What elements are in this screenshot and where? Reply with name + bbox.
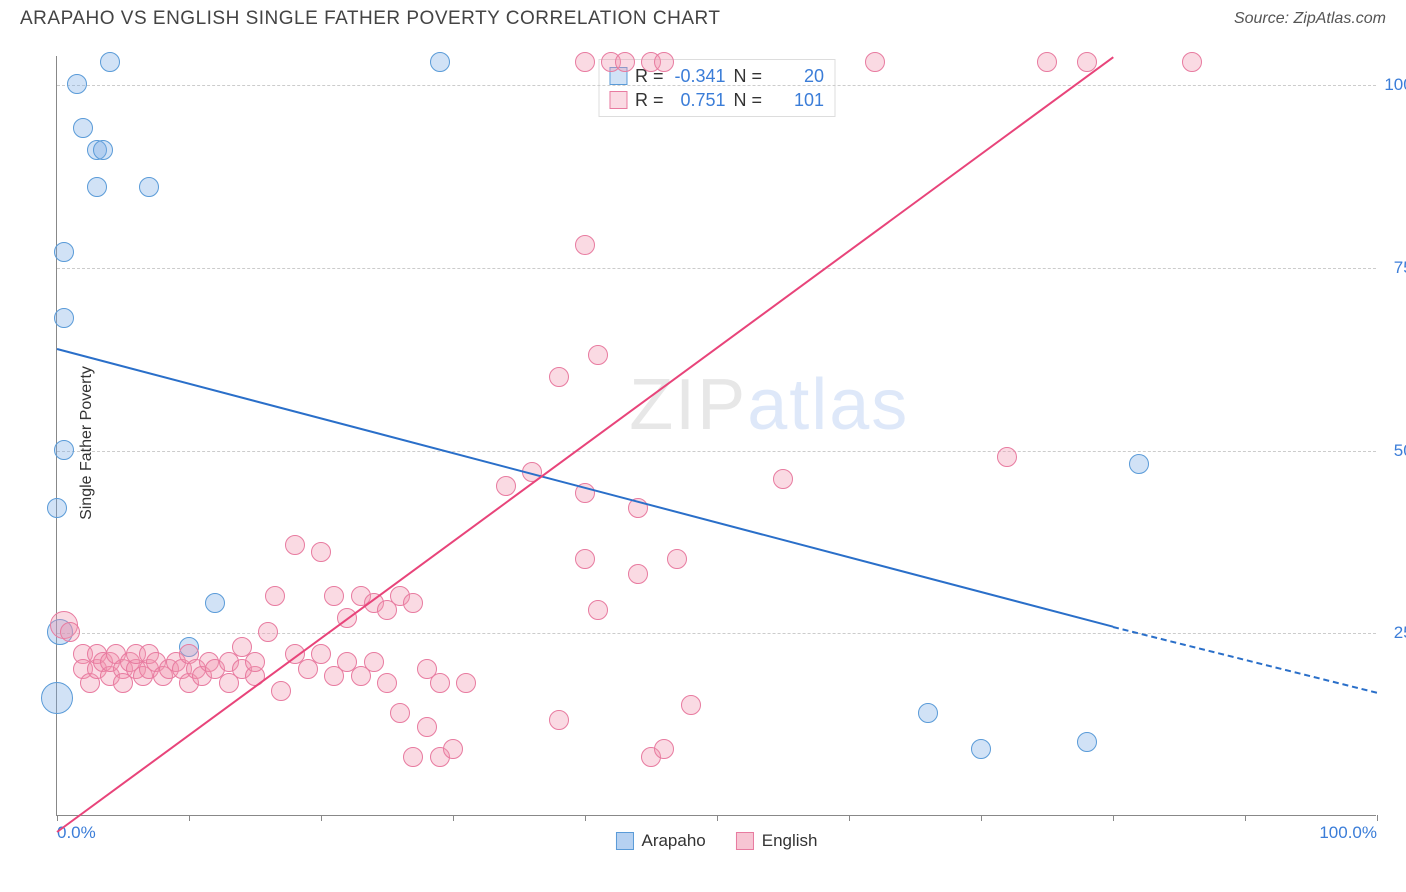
data-point (73, 118, 93, 138)
data-point (311, 542, 331, 562)
data-point (93, 140, 113, 160)
bottom-legend-item-english: English (736, 831, 818, 851)
data-point (377, 673, 397, 693)
chart-title: ARAPAHO VS ENGLISH SINGLE FATHER POVERTY… (20, 8, 721, 30)
data-point (549, 710, 569, 730)
data-point (971, 739, 991, 759)
legend-n-label: N = (734, 88, 763, 112)
data-point (628, 564, 648, 584)
data-point (67, 74, 87, 94)
data-point (258, 622, 278, 642)
xtick (57, 815, 58, 821)
bottom-legend-label-arapaho: Arapaho (641, 831, 705, 851)
bottom-legend-swatch-arapaho (615, 832, 633, 850)
ytick-label: 25.0% (1382, 623, 1406, 643)
chart-header: ARAPAHO VS ENGLISH SINGLE FATHER POVERTY… (0, 0, 1406, 34)
trend-line (57, 348, 1113, 628)
data-point (681, 695, 701, 715)
data-point (918, 703, 938, 723)
data-point (430, 52, 450, 72)
xtick (1245, 815, 1246, 821)
gridline (57, 451, 1376, 452)
data-point (1182, 52, 1202, 72)
data-point (1129, 454, 1149, 474)
trend-line (56, 56, 1113, 832)
data-point (496, 476, 516, 496)
data-point (139, 177, 159, 197)
watermark-zip: ZIP (629, 365, 747, 445)
xtick (717, 815, 718, 821)
data-point (390, 703, 410, 723)
data-point (1037, 52, 1057, 72)
data-point (271, 681, 291, 701)
data-point (615, 52, 635, 72)
data-point (54, 308, 74, 328)
data-point (205, 593, 225, 613)
data-point (667, 549, 687, 569)
data-point (417, 717, 437, 737)
ytick-label: 100.0% (1382, 75, 1406, 95)
chart-source: Source: ZipAtlas.com (1234, 10, 1386, 28)
data-point (54, 440, 74, 460)
stats-legend-row-english: R = 0.751 N = 101 (609, 88, 824, 112)
data-point (285, 535, 305, 555)
data-point (575, 549, 595, 569)
plot-area: ZIPatlas R = -0.341 N = 20 R = 0.751 N =… (56, 56, 1376, 816)
xtick (1377, 815, 1378, 821)
xtick (453, 815, 454, 821)
trend-line (1113, 626, 1377, 694)
data-point (997, 447, 1017, 467)
data-point (100, 52, 120, 72)
data-point (60, 622, 80, 642)
data-point (654, 52, 674, 72)
data-point (47, 498, 67, 518)
data-point (403, 747, 423, 767)
data-point (773, 469, 793, 489)
gridline (57, 85, 1376, 86)
legend-swatch-english (609, 91, 627, 109)
watermark-atlas: atlas (747, 365, 909, 445)
bottom-legend-item-arapaho: Arapaho (615, 831, 705, 851)
xtick (585, 815, 586, 821)
data-point (403, 593, 423, 613)
watermark: ZIPatlas (629, 364, 909, 446)
data-point (443, 739, 463, 759)
gridline (57, 268, 1376, 269)
stats-legend: R = -0.341 N = 20 R = 0.751 N = 101 (598, 59, 835, 117)
xtick (981, 815, 982, 821)
chart-area: Single Father Poverty ZIPatlas R = -0.34… (50, 48, 1390, 838)
data-point (54, 242, 74, 262)
data-point (1077, 732, 1097, 752)
data-point (245, 652, 265, 672)
data-point (87, 177, 107, 197)
xtick (1113, 815, 1114, 821)
data-point (865, 52, 885, 72)
legend-r-label: R = (635, 88, 664, 112)
data-point (430, 673, 450, 693)
ytick-label: 75.0% (1382, 258, 1406, 278)
bottom-legend-label-english: English (762, 831, 818, 851)
data-point (324, 586, 344, 606)
data-point (549, 367, 569, 387)
bottom-legend: Arapaho English (615, 831, 817, 851)
data-point (41, 682, 73, 714)
legend-r-value-english: 0.751 (672, 88, 726, 112)
data-point (575, 235, 595, 255)
xtick-label: 100.0% (1319, 823, 1377, 843)
data-point (456, 673, 476, 693)
data-point (588, 600, 608, 620)
bottom-legend-swatch-english (736, 832, 754, 850)
data-point (364, 652, 384, 672)
data-point (575, 52, 595, 72)
data-point (654, 739, 674, 759)
xtick (321, 815, 322, 821)
ytick-label: 50.0% (1382, 441, 1406, 461)
data-point (588, 345, 608, 365)
data-point (311, 644, 331, 664)
data-point (265, 586, 285, 606)
legend-n-value-english: 101 (770, 88, 824, 112)
xtick (849, 815, 850, 821)
gridline (57, 633, 1376, 634)
xtick (189, 815, 190, 821)
